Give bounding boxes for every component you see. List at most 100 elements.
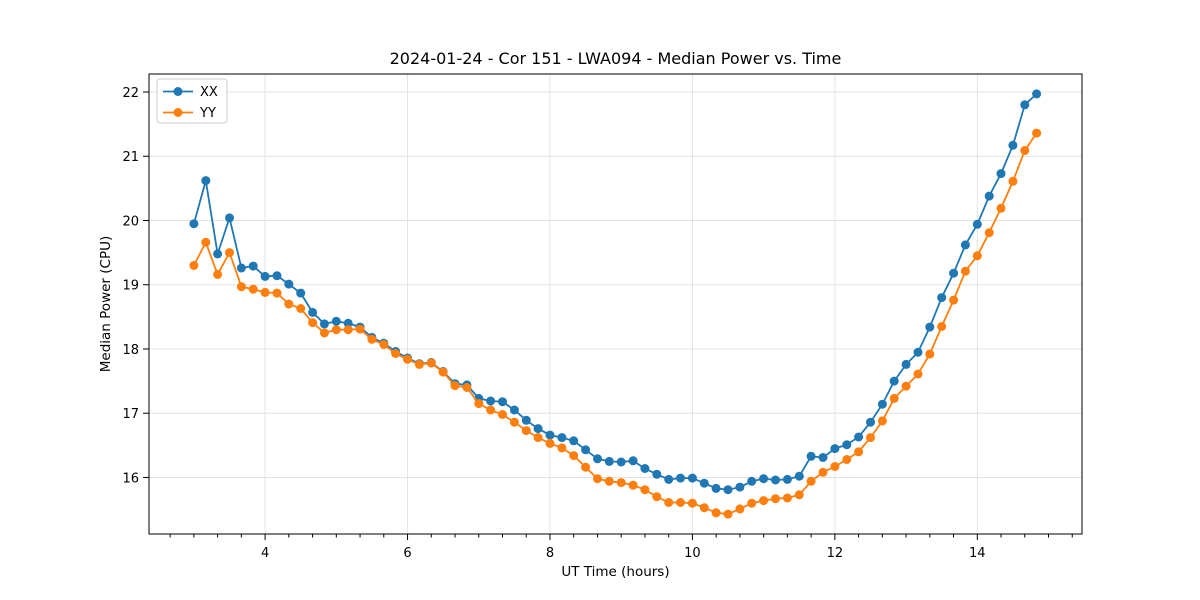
data-point-marker — [925, 322, 935, 332]
data-point-marker — [557, 443, 567, 453]
data-point-marker — [818, 467, 828, 477]
data-point-marker — [569, 451, 579, 461]
data-point-marker — [854, 447, 864, 457]
data-point-marker — [889, 393, 899, 403]
data-point-marker — [1032, 89, 1042, 99]
data-point-marker — [984, 228, 994, 238]
data-point-marker — [628, 480, 638, 490]
data-point-marker — [842, 440, 852, 450]
data-point-marker — [414, 359, 424, 369]
data-point-marker — [830, 462, 840, 471]
data-point-marker — [866, 433, 875, 443]
data-point-marker — [806, 476, 816, 486]
data-point-marker — [664, 498, 674, 507]
legend-sample-marker — [173, 87, 183, 96]
data-point-marker — [331, 316, 341, 326]
data-point-marker — [735, 504, 745, 514]
data-point-marker — [794, 471, 804, 481]
data-point-marker — [854, 432, 864, 442]
data-point-marker — [984, 191, 994, 201]
data-point-marker — [426, 358, 436, 368]
data-point-marker — [901, 359, 911, 369]
data-point-marker — [403, 354, 412, 364]
data-point-marker — [842, 455, 852, 464]
data-point-marker — [213, 249, 223, 259]
data-point-marker — [711, 508, 721, 518]
data-point-marker — [189, 261, 199, 270]
data-point-marker — [866, 417, 875, 427]
x-tick-label: 8 — [546, 546, 554, 561]
data-point-marker — [462, 383, 472, 392]
data-point-marker — [486, 396, 496, 406]
legend: XX YY — [156, 78, 228, 124]
data-point-marker — [331, 325, 341, 335]
data-point-marker — [925, 349, 935, 359]
data-point-marker — [379, 340, 389, 349]
data-point-marker — [272, 271, 282, 281]
data-point-marker — [201, 237, 211, 247]
data-point-marker — [996, 169, 1006, 179]
x-tick-label: 6 — [403, 546, 411, 561]
data-point-marker — [699, 503, 709, 513]
data-point-marker — [498, 410, 507, 419]
data-point-marker — [771, 494, 780, 504]
data-point-marker — [723, 509, 733, 519]
data-point-marker — [996, 203, 1006, 213]
data-point-marker — [1008, 176, 1018, 186]
data-point-marker — [960, 266, 970, 276]
x-tick-label: 10 — [684, 546, 701, 561]
axes-spines — [148, 73, 1083, 535]
data-point-marker — [581, 462, 591, 472]
x-axis-label: UT Time (hours) — [561, 564, 669, 580]
y-tick-label: 20 — [122, 214, 139, 229]
legend-sample-marker — [173, 108, 183, 117]
data-point-marker — [877, 416, 887, 426]
chart-title: 2024-01-24 - Cor 151 - LWA094 - Median P… — [390, 49, 842, 68]
data-point-marker — [747, 476, 757, 486]
data-point-marker — [450, 381, 460, 391]
series-XX — [189, 89, 1042, 495]
data-point-marker — [533, 433, 543, 443]
data-point-marker — [486, 405, 496, 415]
data-point-marker — [248, 284, 258, 294]
data-point-marker — [296, 288, 306, 298]
data-series — [189, 89, 1042, 519]
data-point-marker — [782, 493, 792, 503]
data-point-marker — [687, 473, 697, 483]
legend-label-XX: XX — [200, 85, 218, 100]
data-point-marker — [260, 287, 270, 297]
data-point-marker — [474, 399, 484, 409]
data-point-marker — [687, 498, 697, 508]
data-point-marker — [593, 474, 602, 484]
data-point-marker — [771, 475, 780, 485]
series-line — [193, 93, 1038, 491]
data-point-marker — [640, 485, 650, 495]
data-point-marker — [236, 282, 246, 292]
data-point-marker — [759, 474, 769, 484]
data-point-marker — [1032, 128, 1042, 138]
data-point-marker — [296, 304, 306, 313]
data-point-marker — [533, 424, 543, 434]
data-point-marker — [972, 219, 982, 229]
data-point-marker — [569, 436, 579, 446]
y-tick-label: 16 — [122, 471, 139, 486]
data-point-marker — [972, 251, 982, 261]
data-point-marker — [367, 334, 377, 344]
data-point-marker — [521, 426, 531, 436]
data-point-marker — [189, 219, 199, 229]
data-point-marker — [818, 453, 828, 462]
data-point-marker — [782, 474, 792, 484]
data-point-marker — [830, 444, 840, 454]
data-point-marker — [747, 498, 757, 508]
data-point-marker — [1020, 146, 1030, 155]
grid-lines — [149, 74, 1082, 534]
data-point-marker — [937, 322, 947, 331]
data-point-marker — [319, 319, 329, 329]
series-YY — [189, 128, 1042, 519]
data-point-marker — [640, 464, 650, 473]
data-point-marker — [949, 295, 959, 305]
data-point-marker — [201, 176, 211, 186]
data-point-marker — [759, 496, 769, 506]
data-point-marker — [937, 293, 947, 303]
data-point-marker — [628, 456, 638, 466]
